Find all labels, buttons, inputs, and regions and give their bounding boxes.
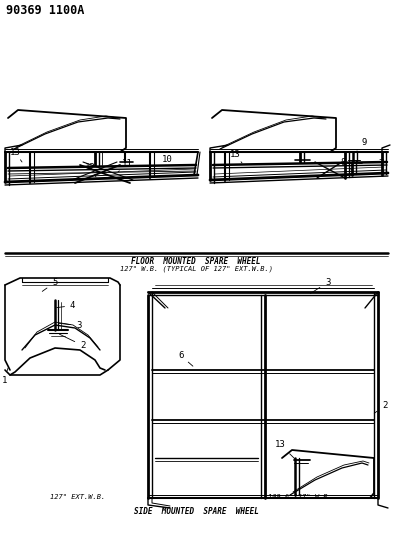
Text: SIDE  MOUNTED  SPARE  WHEEL: SIDE MOUNTED SPARE WHEEL: [134, 506, 259, 515]
Text: 7: 7: [378, 159, 384, 173]
Text: 6: 6: [178, 351, 193, 366]
Text: 13: 13: [230, 150, 242, 163]
Text: 2: 2: [374, 401, 387, 413]
Text: 127" EXT.W.B.: 127" EXT.W.B.: [50, 494, 106, 500]
Text: 11: 11: [118, 159, 133, 172]
Text: 5: 5: [42, 278, 57, 292]
Text: 4: 4: [57, 301, 75, 310]
Text: 10: 10: [154, 155, 173, 167]
Text: 13: 13: [10, 148, 22, 162]
Text: 1: 1: [2, 368, 8, 385]
Text: 2: 2: [59, 334, 85, 350]
Text: 127" W.B. (TYPICAL OF 127" EXT.W.B.): 127" W.B. (TYPICAL OF 127" EXT.W.B.): [119, 266, 272, 272]
Text: 13: 13: [275, 440, 296, 460]
Text: 8: 8: [340, 158, 352, 170]
Text: 9: 9: [357, 138, 367, 150]
Text: 12: 12: [85, 163, 96, 177]
Text: FLOOR  MOUNTED  SPARE  WHEEL: FLOOR MOUNTED SPARE WHEEL: [131, 257, 261, 266]
Text: 3: 3: [310, 278, 331, 294]
Text: 109 & 127" W.B.: 109 & 127" W.B.: [268, 494, 332, 500]
Text: 90369 1100A: 90369 1100A: [6, 4, 84, 18]
Text: 3: 3: [59, 321, 81, 330]
